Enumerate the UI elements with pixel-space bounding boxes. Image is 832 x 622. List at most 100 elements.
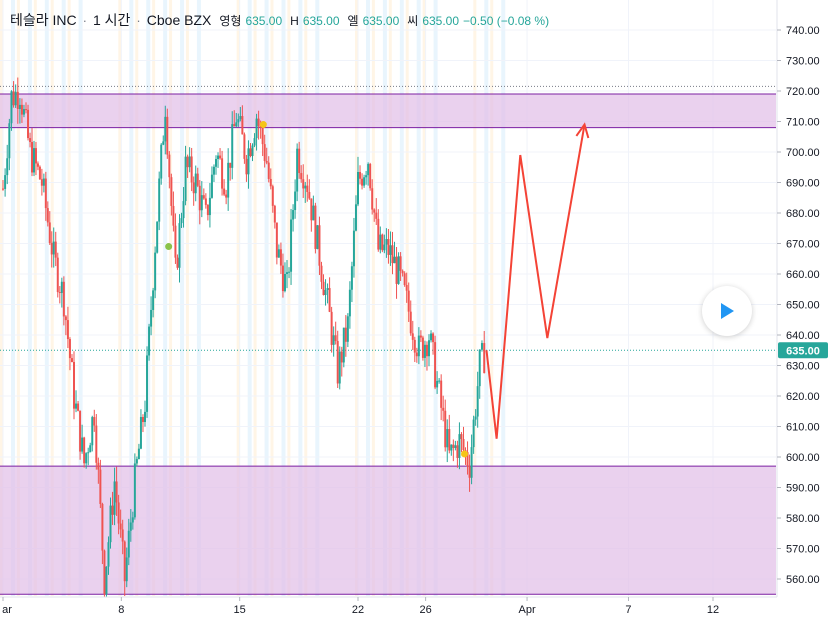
candle-body [243,134,246,159]
candle-body [237,119,240,123]
afterhours-stripe [484,0,489,596]
candle-body [217,155,220,159]
candle-body [363,177,366,186]
candle-body [288,271,291,273]
time-axis[interactable]: ar 8 15 22 26 Apr 7 12 [0,596,777,622]
legend-separator: · [82,13,87,28]
candle-body [121,529,124,542]
candle-body [180,218,183,224]
candle-body [119,523,122,530]
candle-body [233,124,236,127]
candle-body [385,239,388,245]
candle-body [184,156,187,202]
candle-body [168,154,171,178]
candle-body [66,320,69,340]
candle-body [466,452,469,467]
candle-body [24,109,27,111]
candle-body [144,411,146,423]
zone-fill [0,466,776,595]
afterhours-stripe [315,0,320,596]
price-tick-label: 630.00 [786,361,820,373]
candle-body [70,358,73,362]
zone-fill [0,94,776,128]
candle-body [196,173,199,186]
candle-body [369,163,372,189]
candle-body [133,463,136,518]
candle-body [294,191,297,211]
candle-body [403,273,406,285]
candle-body [263,144,266,161]
premarket-stripe [135,0,139,596]
candle-body [340,351,343,363]
candle-body [97,462,100,470]
signal-marker [165,243,173,251]
candle-body [46,208,49,223]
candle-body [365,175,368,178]
candle-body [310,198,313,221]
candle-body [430,333,433,341]
candle-body [50,242,53,255]
candle-body [204,198,207,205]
candle-body [271,186,274,206]
price-axis[interactable]: 560.00 570.00 580.00 590.00 600.00 610.00 620.… [776,0,832,622]
time-tick-label: 12 [707,604,719,616]
candle-body [60,281,63,293]
candle-body [367,163,370,176]
candle-body [18,104,21,109]
candle-body [79,410,82,452]
afterhours-stripe [129,0,134,596]
play-button[interactable] [702,286,752,336]
candle-body [22,109,25,115]
candle-body [127,530,130,558]
candle-body [109,505,112,543]
price-tick-label: 740.00 [786,25,820,37]
candle-body [304,185,307,189]
candle-body [123,541,126,582]
candle-body [172,205,175,226]
candle-body [16,91,19,109]
premarket-stripe [473,0,477,596]
candle-body [75,403,78,409]
candle-body [326,288,329,290]
candle-body [359,171,362,179]
premarket-stripe [118,0,122,596]
low-label: 엘 [347,14,359,28]
afterhours-stripe [281,0,286,596]
candle-body [267,162,270,179]
candle-body [235,122,238,127]
candle-body [389,245,392,255]
candle-body [249,148,252,157]
interval-label[interactable]: 1 시간 [92,12,131,28]
candle-body [190,156,193,183]
afterhours-stripe [399,0,404,596]
candle-body [77,403,80,411]
candle-body [371,188,374,210]
candle-body [409,311,412,334]
chart-legend: 테슬라 INC · 1 시간 · Cboe BZX 영형 635.00 H 635.… [10,10,549,30]
candle-body [440,380,443,408]
time-tick-label: 8 [118,604,124,616]
open-value: 635.00 [245,14,283,28]
candle-body [54,241,57,258]
candle-body [14,91,17,106]
candle-body [38,166,41,180]
candle-body [139,417,142,449]
premarket-stripe [405,0,409,596]
last-price-tag-background [778,342,828,359]
close-label: 씨 [407,14,419,28]
candle-body [107,542,110,567]
candle-body [474,416,477,420]
candle-body [251,145,254,157]
afterhours-stripe [146,0,151,596]
candle-body [40,179,43,186]
candle-body [131,517,134,523]
candle-body [316,225,319,249]
premarket-stripe [50,0,54,596]
symbol-name[interactable]: 테슬라 INC [10,12,77,28]
time-tick-label: ar [2,604,12,616]
premarket-stripe [355,0,358,596]
candle-body [141,417,144,423]
candle-body [194,173,197,194]
price-zones [0,93,776,595]
